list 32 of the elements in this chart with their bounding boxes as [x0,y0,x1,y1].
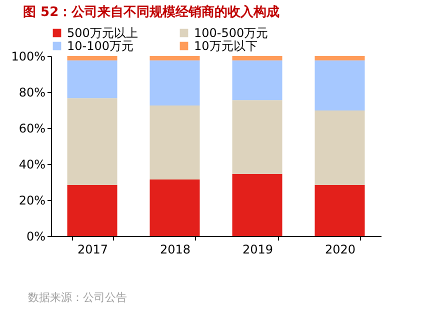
bar [232,174,282,236]
y-tick-label: 60% [18,122,46,136]
bar [150,56,200,60]
bar [314,110,365,185]
bar [314,184,365,236]
legend-label: 10-100万元 [67,39,134,53]
bar [67,60,118,98]
x-tick-label: 2017 [77,242,108,256]
bar [67,98,118,185]
bar [232,100,282,174]
bar [67,184,118,236]
bar [150,106,200,180]
bar [67,56,118,60]
y-tick-label: 0% [26,230,46,244]
bar [314,60,365,111]
x-tick-label: 2020 [324,242,356,256]
y-tick-label: 40% [18,158,46,172]
y-tick-label: 20% [18,194,46,208]
legend-label: 10万元以下 [194,39,258,53]
legend-label: 500万元以上 [67,26,138,40]
chart-title: 图 52：公司来自不同规模经销商的收入构成 [23,4,280,20]
y-tick-label: 100% [11,50,46,64]
y-tick-label: 80% [18,86,46,100]
bar [232,56,282,60]
bar [314,56,365,60]
bar [150,60,200,106]
legend-label: 100-500万元 [194,26,268,40]
bar [150,179,200,236]
bar [232,60,282,100]
source-note: 数据来源：公司公告 [28,290,127,305]
x-tick-label: 2019 [242,242,274,256]
x-tick-label: 2018 [160,242,191,256]
